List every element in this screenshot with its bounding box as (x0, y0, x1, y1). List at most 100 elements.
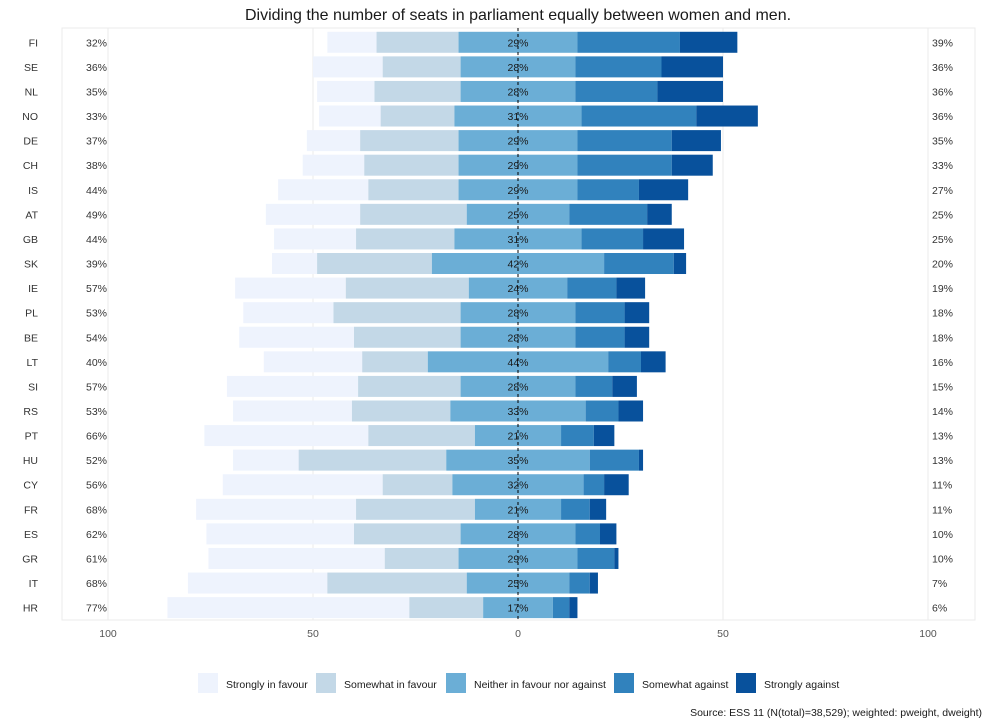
bar-de-strongly-in-favour (306, 130, 361, 152)
neutral-pct-label: 25% (507, 578, 528, 590)
neutral-pct-label: 29% (507, 37, 528, 49)
country-label: IT (29, 578, 39, 590)
bar-se-strongly-in-favour (313, 56, 383, 78)
bar-is-somewhat-against (577, 179, 639, 201)
neutral-pct-label: 17% (507, 603, 528, 615)
favour-pct-label: 33% (86, 111, 107, 123)
favour-pct-label: 68% (86, 504, 107, 516)
favour-pct-label: 39% (86, 259, 107, 271)
bar-it-somewhat-against (569, 572, 590, 594)
bar-si-strongly-against (612, 375, 637, 397)
country-label: SE (24, 62, 38, 74)
against-pct-label: 18% (932, 308, 953, 320)
against-pct-label: 13% (932, 431, 953, 443)
bar-se-somewhat-against (575, 56, 662, 78)
against-pct-label: 33% (932, 160, 953, 172)
bar-si-strongly-in-favour (226, 375, 359, 397)
against-pct-label: 36% (932, 86, 953, 98)
x-axis-ticks: 100 50 0 50 100 (99, 628, 937, 640)
neutral-pct-label: 28% (507, 381, 528, 393)
bar-fr-strongly-against (589, 498, 607, 520)
bars-group (167, 31, 758, 619)
favour-pct-label: 57% (86, 283, 107, 295)
bar-de-somewhat-in-favour (360, 130, 459, 152)
bar-cy-somewhat-against (583, 474, 605, 496)
legend-swatch (446, 673, 466, 693)
bar-it-strongly-in-favour (187, 572, 328, 594)
bar-sk-somewhat-in-favour (317, 253, 432, 275)
legend-label: Neither in favour nor against (474, 679, 606, 691)
bar-gr-strongly-against (614, 547, 619, 569)
favour-pct-label: 53% (86, 406, 107, 418)
bar-pt-strongly-against (593, 425, 615, 447)
bar-lt-somewhat-in-favour (362, 351, 428, 373)
against-pct-label: 11% (932, 480, 952, 492)
against-pct-label: 15% (932, 381, 953, 393)
bar-pl-somewhat-against (575, 302, 625, 324)
against-pct-label: 16% (932, 357, 953, 369)
favour-pct-label: 38% (86, 160, 107, 172)
country-label: FR (24, 504, 38, 516)
bar-sk-somewhat-against (604, 253, 674, 275)
neutral-pct-label: 28% (507, 86, 528, 98)
against-pct-label: 14% (932, 406, 953, 418)
x-tick-label: 100 (919, 628, 937, 640)
neutral-pct-label: 29% (507, 553, 528, 565)
legend-label: Somewhat in favour (344, 679, 437, 691)
bar-no-somewhat-in-favour (380, 105, 455, 127)
against-pct-label: 10% (932, 529, 953, 541)
country-label: HU (23, 455, 38, 467)
bar-cy-strongly-in-favour (222, 474, 383, 496)
bar-fr-somewhat-against (561, 498, 590, 520)
bar-it-neither-in-favour-nor-against (466, 572, 570, 594)
x-tick-label: 50 (717, 628, 729, 640)
bar-at-strongly-in-favour (265, 203, 361, 225)
favour-pct-label: 52% (86, 455, 107, 467)
bar-nl-somewhat-against (575, 80, 658, 102)
bar-rs-somewhat-in-favour (351, 400, 451, 422)
bar-gb-strongly-against (643, 228, 685, 250)
favour-pct-label: 44% (86, 185, 107, 197)
bar-gb-somewhat-against (581, 228, 644, 250)
neutral-pct-label: 29% (507, 136, 528, 148)
country-label: PT (25, 431, 39, 443)
x-tick-label: 0 (515, 628, 521, 640)
bar-lt-somewhat-against (608, 351, 641, 373)
bar-cy-somewhat-in-favour (382, 474, 453, 496)
country-label: AT (25, 209, 38, 221)
against-pct-label: 6% (932, 603, 947, 615)
bar-fr-somewhat-in-favour (356, 498, 475, 520)
country-label: IE (28, 283, 38, 295)
neutral-pct-label: 28% (507, 308, 528, 320)
bar-hu-strongly-in-favour (233, 449, 299, 471)
bar-is-neither-in-favour-nor-against (458, 179, 578, 201)
bar-hr-strongly-against (569, 597, 578, 619)
bar-hu-somewhat-against (589, 449, 639, 471)
bar-si-neither-in-favour-nor-against (460, 375, 576, 397)
country-label: LT (27, 357, 39, 369)
bar-cy-strongly-against (604, 474, 629, 496)
bar-no-neither-in-favour-nor-against (454, 105, 582, 127)
neutral-pct-label: 44% (507, 357, 528, 369)
favour-pct-label: 62% (86, 529, 107, 541)
bar-fi-somewhat-against (577, 31, 680, 53)
legend-swatch (198, 673, 218, 693)
x-tick-label: 50 (307, 628, 319, 640)
legend-label: Strongly against (764, 679, 839, 691)
against-pct-label: 7% (932, 578, 947, 590)
favour-pct-label: 36% (86, 62, 107, 74)
favour-pct-label: 54% (86, 332, 107, 344)
bar-at-somewhat-against (569, 203, 648, 225)
bar-rs-neither-in-favour-nor-against (450, 400, 586, 422)
bar-ie-strongly-in-favour (235, 277, 346, 299)
bar-at-strongly-against (647, 203, 672, 225)
against-pct-label: 27% (932, 185, 953, 197)
country-label: CH (23, 160, 38, 172)
against-pct-label: 18% (932, 332, 953, 344)
bar-it-strongly-against (589, 572, 598, 594)
source-note: Source: ESS 11 (N(total)=38,529); weight… (690, 707, 982, 719)
legend: Strongly in favour Somewhat in favour Neit… (198, 673, 839, 693)
against-pct-label: 36% (932, 62, 953, 74)
bar-nl-strongly-in-favour (317, 80, 375, 102)
bar-lt-neither-in-favour-nor-against (427, 351, 609, 373)
